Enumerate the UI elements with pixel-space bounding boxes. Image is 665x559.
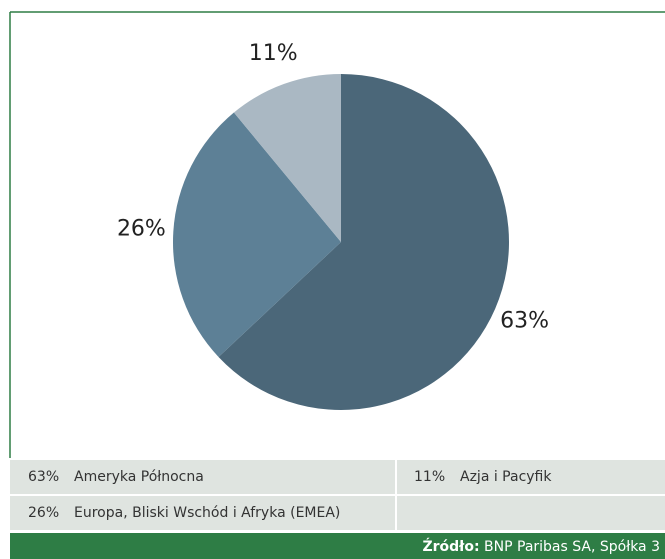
legend-cell	[397, 460, 665, 494]
legend-label: Azja i Pacyfik	[460, 469, 552, 485]
legend-value: 26%	[28, 505, 59, 521]
legend-cell	[397, 496, 665, 530]
slice-label: 26%	[117, 216, 166, 241]
legend-label: Ameryka Północna	[74, 469, 204, 485]
legend-value: 11%	[414, 469, 445, 485]
legend-label: Europa, Bliski Wschód i Afryka (EMEA)	[74, 505, 340, 521]
slice-label: 63%	[500, 308, 549, 333]
source-bar	[10, 533, 665, 559]
pie-slice	[233, 74, 341, 242]
legend-value: 63%	[28, 469, 59, 485]
legend-cell	[10, 496, 395, 530]
legend-cell	[10, 460, 395, 494]
pie-slice	[218, 74, 509, 410]
source: Źródło: BNP Paribas SA, Spółka 3	[422, 537, 660, 555]
source-label: Źródło:	[422, 537, 479, 555]
slice-label: 11%	[249, 41, 298, 66]
source-text: BNP Paribas SA, Spółka 3	[484, 539, 660, 555]
pie-slice	[172, 112, 341, 358]
